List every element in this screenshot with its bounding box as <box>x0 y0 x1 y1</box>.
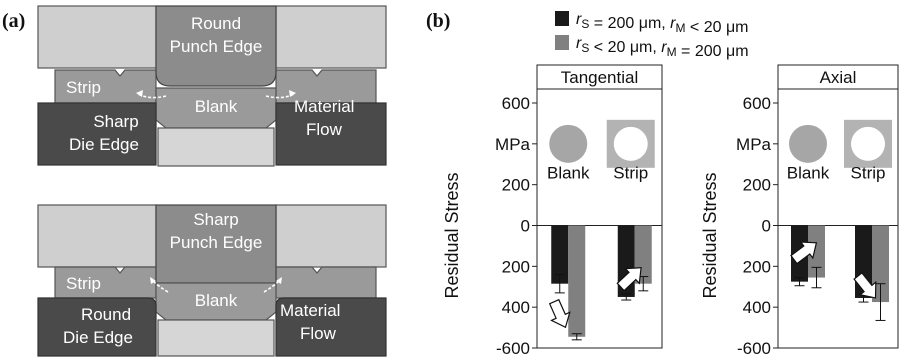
y-tick-label: 400 <box>743 298 771 317</box>
flow-label-line2-bottom: Flow <box>300 324 337 343</box>
inset-label-strip: Strip <box>851 164 886 183</box>
flow-arrowhead-right-bottom <box>276 277 282 284</box>
strip-holder-left-bottom <box>37 204 157 268</box>
punch-label-line2-bottom: Punch Edge <box>170 233 263 252</box>
die-label-line2-top: Die Edge <box>69 135 139 154</box>
inset-label-blank: Blank <box>547 164 590 183</box>
strip-right-bottom <box>275 266 377 299</box>
plot-frame <box>536 88 663 349</box>
chart-title: Tangential <box>561 68 639 87</box>
panel-a-label: (a) <box>2 10 25 32</box>
chart-title-box <box>777 64 899 90</box>
y-tick-label: 400 <box>502 298 530 317</box>
punch-label-line1-bottom: Sharp <box>193 210 238 229</box>
panel-b-label: (b) <box>426 10 450 32</box>
blank-inset-icon <box>789 124 827 163</box>
flow-arrowhead-left-bottom <box>150 277 156 284</box>
bar-blank-series-1 <box>568 225 586 337</box>
change-arrow-icon <box>616 267 642 292</box>
y-unit-label: MPa <box>495 135 531 154</box>
schematic-bottom: Sharp Punch Edge Strip Blank Round Die E… <box>37 204 387 357</box>
y-tick-label: 0 <box>762 217 771 236</box>
schematic-top: Round Punch Edge Strip Blank Sharp Die E… <box>37 5 387 167</box>
plot-frame <box>777 88 899 349</box>
flow-arrow-left-bottom <box>151 279 169 293</box>
blank-label-bottom: Blank <box>195 291 238 310</box>
change-arrow-icon <box>853 272 877 299</box>
y-axis-label: Residual Stress <box>700 172 720 298</box>
chart-title: Axial <box>820 68 857 87</box>
blank-label-top: Blank <box>195 97 238 116</box>
die-label-line2-bottom: Die Edge <box>63 328 133 347</box>
y-tick-label: 600 <box>743 94 771 113</box>
flow-arrowhead-left-top <box>136 90 143 97</box>
y-tick-label: 200 <box>502 176 530 195</box>
strip-inset-hole-icon <box>851 126 885 161</box>
y-tick-label: -600 <box>496 339 530 358</box>
flow-arrow-right-bottom <box>263 279 281 293</box>
bar-blank-series-1 <box>808 225 825 278</box>
strip-inset-hole-icon <box>613 126 648 161</box>
strip-label-top: Strip <box>66 78 101 97</box>
chart-1: Axial 600 200 0 200 400 -600 MPa Residual Stress… <box>700 64 899 358</box>
strip-label-bottom: Strip <box>66 274 101 293</box>
y-tick-label: 600 <box>502 94 530 113</box>
chart-0: Tangential 600 200 0 200 400 -600 MPa Residual S… <box>442 64 663 358</box>
legend-entry-1: rS < 20 μm, rM = 200 μm <box>576 35 749 60</box>
die-label-line1-top: Sharp <box>93 112 138 131</box>
legend-swatch-0 <box>555 11 569 26</box>
y-axis-label: Residual Stress <box>442 172 462 298</box>
y-tick-label: -600 <box>737 339 771 358</box>
die-right-bottom <box>275 297 387 357</box>
die-left-top <box>37 102 157 166</box>
inset-label-blank: Blank <box>787 164 830 183</box>
die-label-line1-bottom: Round <box>81 305 131 324</box>
die-right-top <box>275 102 387 166</box>
flow-label-line2-top: Flow <box>306 120 343 139</box>
y-unit-label: MPa <box>736 135 772 154</box>
strip-holder-right-top <box>275 5 387 69</box>
charts: Tangential 600 200 0 200 400 -600 MPa Residual S… <box>442 64 899 358</box>
punch-label-line1-top: Round <box>191 14 241 33</box>
change-arrow-icon <box>790 241 818 265</box>
round-punch-top <box>155 5 277 87</box>
y-tick-label: 200 <box>743 176 771 195</box>
y-tick-label: 200 <box>743 257 771 276</box>
legend-entry-0: rS = 200 μm, rM < 20 μm <box>576 11 749 36</box>
y-tick-label: 200 <box>502 257 530 276</box>
strip-holder-left-top <box>37 5 157 69</box>
punch-label-line2-top: Punch Edge <box>170 37 263 56</box>
change-arrow-icon <box>548 298 571 329</box>
flow-arrowhead-right-top <box>289 90 296 97</box>
flow-label-line1-top: Material <box>294 97 354 116</box>
strip-holder-right-bottom <box>275 204 387 268</box>
y-tick-label: 0 <box>521 217 530 236</box>
inset-label-strip: Strip <box>613 164 648 183</box>
legend-swatch-1 <box>555 35 569 50</box>
bar-blank-series-0 <box>551 225 569 284</box>
die-center-top <box>157 127 275 167</box>
blank-inset-icon <box>549 124 588 163</box>
flow-label-line1-bottom: Material <box>280 301 340 320</box>
die-center-bottom <box>157 319 275 357</box>
die-left-bottom <box>37 297 157 357</box>
